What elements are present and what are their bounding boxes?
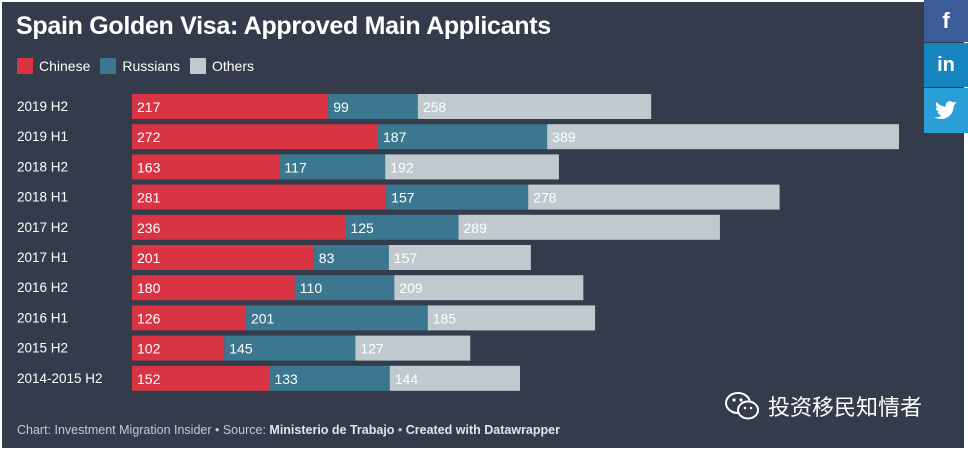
bar-segment-others[interactable]	[547, 124, 899, 150]
bar-segment-chinese[interactable]	[132, 305, 246, 331]
category-label: 2018 H2	[17, 159, 68, 174]
bar-value-label: 152	[137, 371, 161, 387]
legend-label-chinese: Chinese	[39, 58, 91, 74]
bar-segment-others[interactable]	[458, 214, 720, 240]
bar-segment-chinese[interactable]	[132, 214, 346, 240]
category-label: 2015 H2	[17, 341, 68, 356]
chart-footer: Chart: Investment Migration Insider • So…	[17, 423, 560, 437]
bar-value-label: 117	[284, 159, 307, 175]
legend-label-russians: Russians	[122, 58, 180, 74]
legend-item-russians: Russians	[100, 58, 180, 74]
bar-value-label: 278	[533, 190, 557, 206]
footer-prefix: Chart: Investment Migration Insider • So…	[17, 423, 270, 437]
bar-value-label: 133	[274, 371, 298, 387]
twitter-share-button[interactable]	[924, 88, 968, 133]
bar-value-label: 289	[464, 220, 488, 236]
category-label: 2014-2015 H2	[17, 371, 103, 386]
twitter-icon	[934, 100, 957, 119]
wechat-watermark: 投资移民知情者	[724, 390, 922, 422]
category-label: 2017 H2	[17, 220, 68, 235]
bar-segment-others[interactable]	[528, 184, 780, 210]
wechat-account-name: 投资移民知情者	[768, 395, 923, 420]
bar-value-label: 389	[552, 129, 576, 145]
bar-segment-others[interactable]	[427, 305, 596, 331]
linkedin-share-button[interactable]: in	[924, 43, 968, 87]
bar-segment-russians[interactable]	[328, 94, 418, 119]
bar-segment-others[interactable]	[388, 245, 531, 270]
bar-segment-others[interactable]	[394, 275, 584, 301]
bar-value-label: 102	[137, 341, 161, 357]
category-label: 2019 H2	[17, 99, 68, 114]
bar-segment-chinese[interactable]	[132, 275, 295, 301]
bar-value-label: 110	[300, 280, 323, 296]
bar-value-label: 187	[383, 129, 407, 145]
bar-segment-others[interactable]	[417, 94, 652, 119]
legend-item-others: Others	[189, 58, 254, 74]
bar-segment-russians[interactable]	[269, 365, 390, 391]
chart-title: Spain Golden Visa: Approved Main Applica…	[16, 12, 551, 40]
footer-source: Ministerio de Trabajo	[269, 423, 395, 437]
bar-segment-chinese[interactable]	[132, 335, 225, 361]
bar-value-label: 83	[319, 250, 335, 266]
category-label: 2019 H1	[17, 129, 68, 144]
wechat-icon	[725, 392, 759, 420]
bar-value-label: 126	[137, 310, 161, 326]
category-label: 2017 H1	[17, 250, 68, 265]
bar-value-label: 180	[137, 280, 161, 296]
bar-value-label: 192	[390, 159, 414, 175]
legend: Chinese Russians Others	[17, 58, 264, 74]
bar-value-label: 209	[399, 280, 423, 296]
bar-segment-russians[interactable]	[224, 335, 356, 361]
bar-segment-others[interactable]	[355, 335, 471, 361]
bar-value-label: 144	[395, 371, 419, 387]
linkedin-icon: in	[937, 53, 955, 76]
facebook-share-button[interactable]: f	[924, 0, 968, 42]
legend-label-others: Others	[211, 58, 254, 74]
footer-separator: •	[394, 423, 406, 437]
footer-credit: Created with Datawrapper	[405, 423, 560, 437]
legend-swatch-russians	[100, 58, 117, 74]
bar-value-label: 201	[137, 250, 161, 266]
bar-segment-chinese[interactable]	[132, 245, 314, 270]
bar-value-label: 157	[391, 190, 415, 206]
bar-value-label: 125	[350, 220, 374, 236]
legend-item-chinese: Chinese	[17, 58, 90, 74]
bar-value-label: 217	[137, 99, 161, 115]
bar-value-label: 236	[137, 220, 161, 236]
bar-segment-russians[interactable]	[386, 184, 529, 210]
category-label: 2016 H1	[17, 310, 68, 325]
bar-segment-chinese[interactable]	[132, 94, 329, 119]
bar-segment-chinese[interactable]	[132, 184, 387, 210]
bar-value-label: 272	[137, 129, 161, 145]
bar-segment-russians[interactable]	[279, 154, 386, 180]
bar-segment-russians[interactable]	[378, 124, 548, 150]
bar-value-label: 281	[137, 190, 161, 206]
bar-segment-chinese[interactable]	[132, 124, 379, 150]
bar-value-label: 157	[394, 250, 418, 266]
legend-swatch-chinese	[17, 58, 33, 74]
bar-value-label: 145	[229, 341, 253, 357]
bar-segment-others[interactable]	[389, 365, 521, 391]
bar-value-label: 163	[137, 159, 161, 175]
bar-value-label: 99	[333, 99, 349, 115]
bar-segment-russians[interactable]	[294, 275, 395, 301]
bar-value-label: 127	[360, 341, 384, 357]
bar-value-label: 201	[251, 310, 275, 326]
category-label: 2018 H1	[17, 190, 68, 205]
bar-segment-russians[interactable]	[313, 245, 389, 270]
category-label: 2016 H2	[17, 280, 68, 295]
bar-segment-russians[interactable]	[345, 214, 459, 240]
legend-swatch-others	[189, 58, 206, 74]
bar-value-label: 258	[423, 99, 447, 115]
bar-segment-russians[interactable]	[245, 305, 428, 331]
bar-segment-others[interactable]	[385, 154, 559, 180]
bar-segment-chinese[interactable]	[132, 365, 270, 391]
facebook-icon: f	[942, 8, 950, 33]
bar-value-label: 185	[433, 310, 457, 326]
bar-segment-chinese[interactable]	[132, 154, 280, 180]
